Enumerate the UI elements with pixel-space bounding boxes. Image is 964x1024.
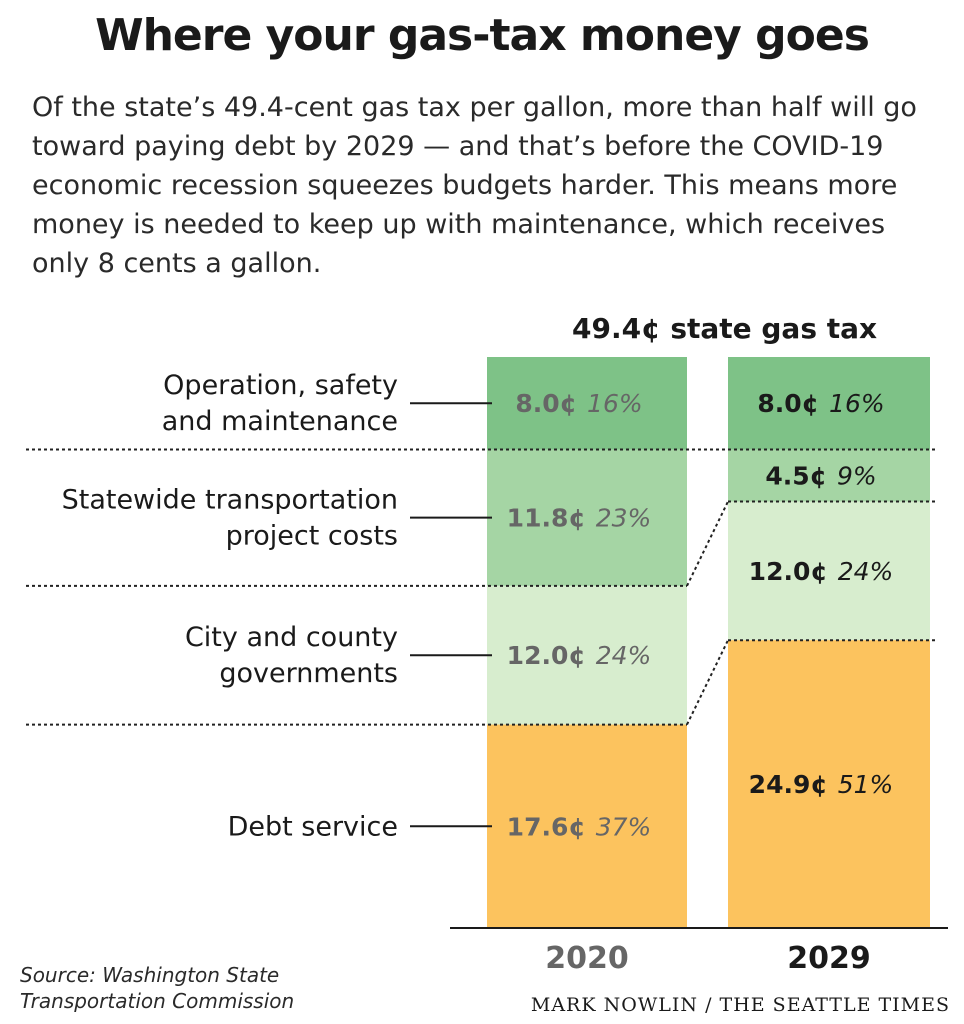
value-cents-2029-0: 8.0¢ [757, 389, 819, 418]
bar-segment-2029-2 [728, 501, 930, 641]
bars-layer [487, 357, 930, 928]
value-percent-2020-0: 16% [587, 389, 643, 418]
source-note: Source: Washington State Transportation … [20, 962, 340, 1014]
value-percent-2020-2: 24% [596, 641, 652, 670]
value-label-2020-0: 8.0¢ 16% [515, 389, 642, 418]
axis-layer: 49.4¢ state gas tax 2020 2029 [450, 312, 948, 976]
value-label-2020-1: 11.8¢ 23% [507, 504, 652, 533]
value-cents-2020-1: 11.8¢ [507, 504, 586, 533]
bar-segment-2029-0 [728, 357, 930, 450]
page-title: Where your gas-tax money goes [95, 10, 870, 61]
value-cents-2020-0: 8.0¢ [515, 389, 577, 418]
category-label-3-0: Debt service [228, 811, 398, 842]
bar-segment-2020-2 [487, 585, 687, 725]
value-percent-2020-3: 37% [596, 812, 652, 841]
bar-segment-2020-3 [487, 724, 687, 928]
category-label-0-0: Operation, safety [163, 370, 398, 401]
credit-line: MARK NOWLIN / THE SEATTLE TIMES [530, 994, 950, 1016]
value-percent-2029-3: 51% [838, 770, 894, 799]
bar-segment-2029-1 [728, 449, 930, 502]
value-label-2029-3: 24.9¢ 51% [749, 770, 894, 799]
category-label-2-1: governments [219, 658, 398, 689]
value-label-2029-1: 4.5¢ 9% [765, 461, 876, 490]
value-labels: 8.0¢ 16% 11.8¢ 23% 12.0¢ 24% 17.6¢ 37% 8.0¢ 16% 4.… [507, 389, 894, 841]
category-label-2-0: City and county [185, 622, 398, 653]
bar-segment-2029-3 [728, 640, 930, 928]
year-label-2020: 2020 [545, 941, 629, 976]
bar-segment-2020-1 [487, 449, 687, 586]
connector-diagonal-1 [686, 501, 729, 587]
value-percent-2029-2: 24% [838, 557, 894, 586]
category-label-1-1: project costs [226, 521, 398, 552]
value-percent-2020-1: 23% [596, 504, 652, 533]
value-label-2029-2: 12.0¢ 24% [749, 557, 894, 586]
value-percent-2029-1: 9% [837, 461, 877, 490]
bar-segment-2020-0 [487, 357, 687, 450]
value-cents-2029-3: 24.9¢ [749, 770, 828, 799]
category-label-1-0: Statewide transportation [62, 485, 398, 516]
value-cents-2029-2: 12.0¢ [749, 557, 828, 586]
year-label-2029: 2029 [787, 941, 871, 976]
value-cents-2029-1: 4.5¢ [765, 461, 827, 490]
source-line-1: Source: Washington State [20, 963, 280, 987]
page-subtitle: Of the state’s 49.4-cent gas tax per gal… [32, 92, 917, 279]
category-label-0-1: and maintenance [162, 406, 398, 437]
category-labels: Operation, safety and maintenance Statewid… [62, 370, 492, 842]
value-label-2020-3: 17.6¢ 37% [507, 812, 652, 841]
value-label-2020-2: 12.0¢ 24% [507, 641, 652, 670]
connector-lines [26, 448, 936, 726]
chart-title: 49.4¢ state gas tax [572, 312, 877, 345]
value-label-2029-0: 8.0¢ 16% [757, 389, 884, 418]
connector-diagonal-2 [686, 639, 729, 726]
source-line-2: Transportation Commission [20, 989, 295, 1013]
value-cents-2020-2: 12.0¢ [507, 641, 586, 670]
value-cents-2020-3: 17.6¢ [507, 812, 586, 841]
value-percent-2029-0: 16% [829, 389, 885, 418]
